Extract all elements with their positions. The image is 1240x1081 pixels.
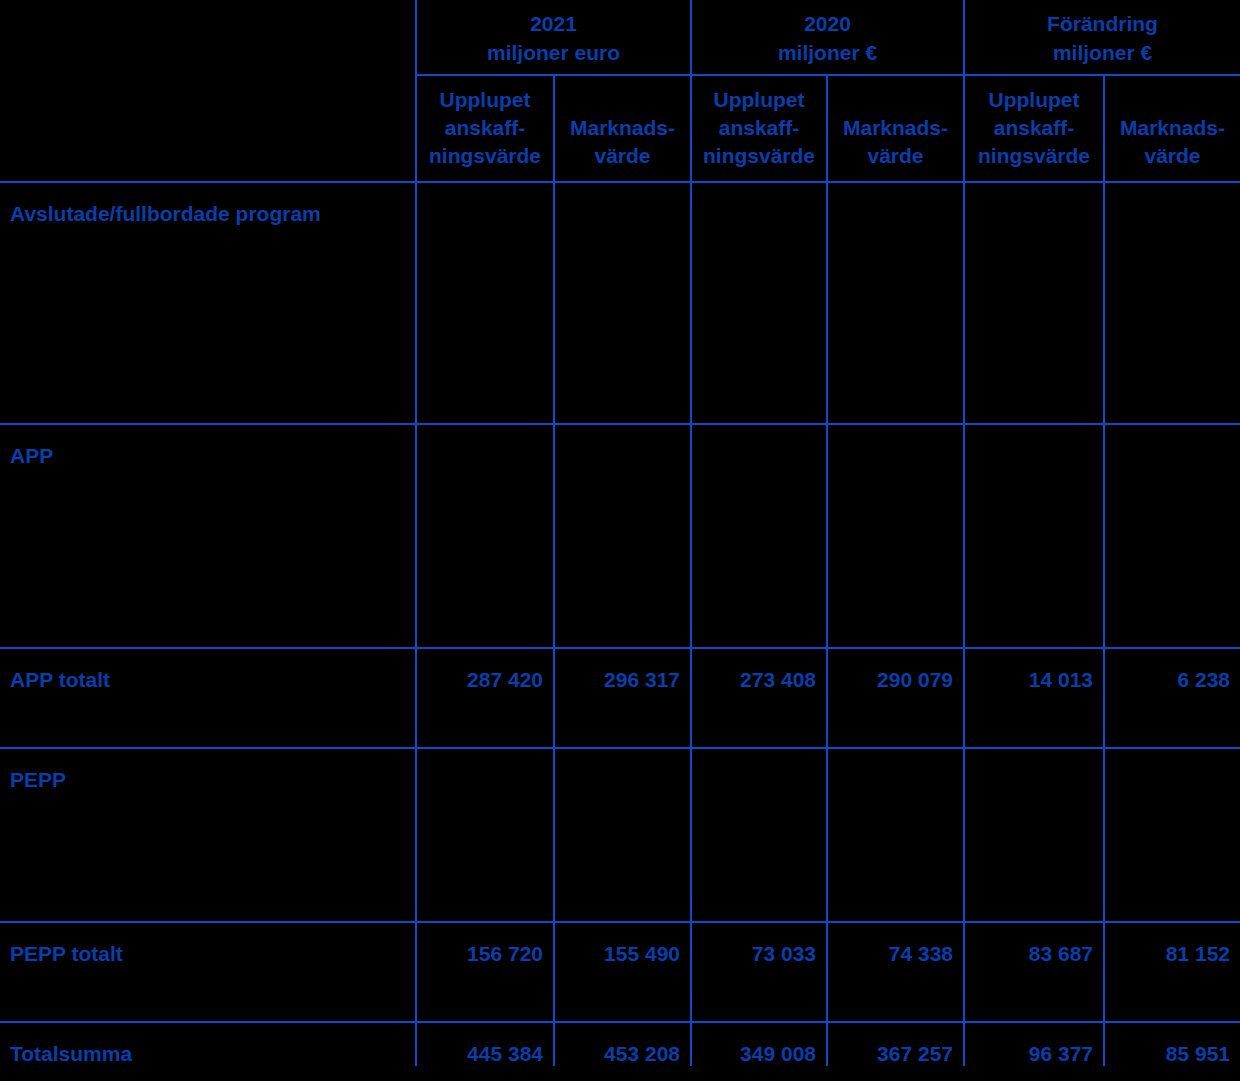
value-cell-app-totalt-forandring-upplupet: 14 013	[965, 649, 1105, 749]
value-cell-app-totalt-forandring-marknadsvarde: 6 238	[1105, 649, 1240, 749]
value-cell-totalsumma-forandring-marknadsvarde: 85 951	[1105, 1023, 1240, 1066]
value-cell-app-totalt-2021-marknadsvarde: 296 317	[555, 649, 692, 749]
subheader-2021-upplupet: Upplupet anskaff- ningsvärde	[417, 76, 555, 183]
column-group-2020: 2020 miljoner €	[692, 0, 965, 76]
holdings-table: 2021 miljoner euro 2020 miljoner € Förän…	[0, 0, 1240, 1066]
value-cell	[1105, 749, 1240, 923]
section-label-app: APP	[0, 425, 417, 649]
row-label-totalsumma: Totalsumma	[0, 1023, 417, 1066]
value-cell-pepp-totalt-2021-upplupet: 156 720	[417, 923, 555, 1023]
value-cell-pepp-totalt-2020-marknadsvarde: 74 338	[828, 923, 965, 1023]
value-cell	[417, 183, 555, 425]
column-group-forandring: Förändring miljoner €	[965, 0, 1240, 76]
value-cell-totalsumma-2020-marknadsvarde: 367 257	[828, 1023, 965, 1066]
value-cell	[692, 183, 828, 425]
value-cell	[1105, 425, 1240, 649]
value-cell-pepp-totalt-forandring-upplupet: 83 687	[965, 923, 1105, 1023]
value-cell-app-totalt-2021-upplupet: 287 420	[417, 649, 555, 749]
column-group-2021: 2021 miljoner euro	[417, 0, 692, 76]
value-cell	[692, 749, 828, 923]
value-cell	[965, 425, 1105, 649]
value-cell-pepp-totalt-2021-marknadsvarde: 155 490	[555, 923, 692, 1023]
financial-table-page: 2021 miljoner euro 2020 miljoner € Förän…	[0, 0, 1240, 1081]
value-cell-pepp-totalt-forandring-marknadsvarde: 81 152	[1105, 923, 1240, 1023]
value-cell-app-totalt-2020-upplupet: 273 408	[692, 649, 828, 749]
value-cell	[555, 183, 692, 425]
header-stub-cell	[0, 0, 417, 183]
value-cell-totalsumma-2020-upplupet: 349 008	[692, 1023, 828, 1066]
subheader-2020-upplupet: Upplupet anskaff- ningsvärde	[692, 76, 828, 183]
value-cell	[1105, 183, 1240, 425]
value-cell	[692, 425, 828, 649]
value-cell	[828, 425, 965, 649]
value-cell	[828, 749, 965, 923]
subheader-2020-marknadsvarde: Marknads- värde	[828, 76, 965, 183]
value-cell	[828, 183, 965, 425]
section-label-avslutade: Avslutade/fullbordade program	[0, 183, 417, 425]
value-cell-app-totalt-2020-marknadsvarde: 290 079	[828, 649, 965, 749]
value-cell	[965, 749, 1105, 923]
subheader-forandring-upplupet: Upplupet anskaff- ningsvärde	[965, 76, 1105, 183]
value-cell	[555, 425, 692, 649]
value-cell-totalsumma-2021-marknadsvarde: 453 208	[555, 1023, 692, 1066]
value-cell	[965, 183, 1105, 425]
row-label-app-totalt: APP totalt	[0, 649, 417, 749]
subheader-forandring-marknadsvarde: Marknads- värde	[1105, 76, 1240, 183]
subheader-2021-marknadsvarde: Marknads- värde	[555, 76, 692, 183]
value-cell-totalsumma-forandring-upplupet: 96 377	[965, 1023, 1105, 1066]
section-label-pepp: PEPP	[0, 749, 417, 923]
value-cell	[417, 425, 555, 649]
value-cell	[417, 749, 555, 923]
value-cell-pepp-totalt-2020-upplupet: 73 033	[692, 923, 828, 1023]
row-label-pepp-totalt: PEPP totalt	[0, 923, 417, 1023]
value-cell-totalsumma-2021-upplupet: 445 384	[417, 1023, 555, 1066]
value-cell	[555, 749, 692, 923]
